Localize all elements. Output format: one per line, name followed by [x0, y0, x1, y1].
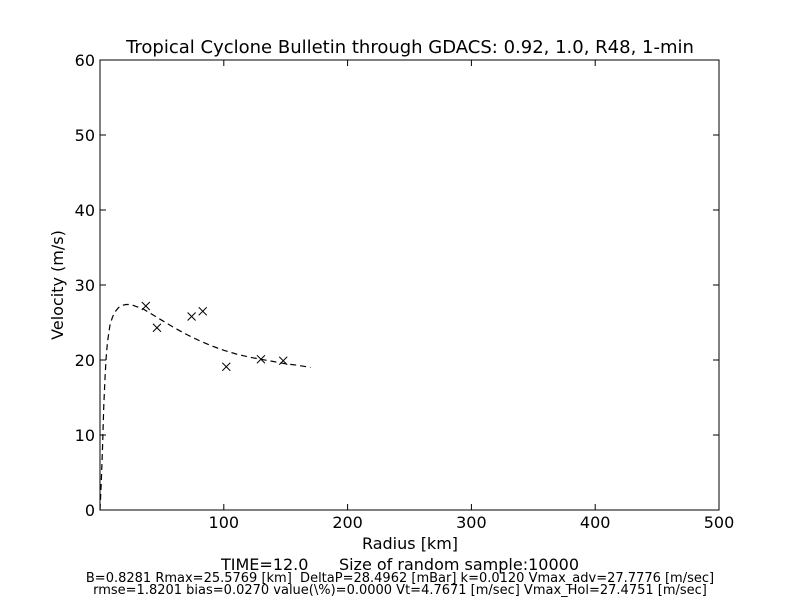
x-axis-label: Radius [km] — [362, 534, 458, 553]
y-tick-label: 10 — [75, 426, 95, 445]
observation-point — [256, 354, 266, 364]
x-tick-label: 300 — [456, 513, 487, 532]
chart-title: Tropical Cyclone Bulletin through GDACS:… — [125, 37, 694, 58]
y-tick-label: 40 — [75, 201, 95, 220]
x-tick-label: 200 — [332, 513, 363, 532]
observation-point — [198, 306, 208, 316]
footer-line-3: rmse=1.8201 bias=0.0270 value(\%)=0.0000… — [93, 583, 707, 598]
x-tick-label: 500 — [704, 513, 735, 532]
y-axis-label: Velocity (m/s) — [48, 230, 67, 340]
y-tick-label: 60 — [75, 51, 95, 70]
footer-line-2: B=0.8281 Rmax=25.5769 [km] DeltaP=28.496… — [86, 571, 714, 586]
y-tick-label: 20 — [75, 351, 95, 370]
y-tick-label: 30 — [75, 276, 95, 295]
observation-point — [152, 323, 162, 333]
observation-point — [187, 312, 196, 321]
x-tick-label: 400 — [580, 513, 611, 532]
observation-point — [221, 362, 231, 372]
observation-point — [141, 301, 151, 311]
y-tick-label: 50 — [75, 126, 95, 145]
axis-tick-labels: 100 200 300 400 500 0 10 20 30 40 50 60 — [75, 51, 735, 532]
plot-frame — [99, 59, 720, 511]
y-tick-label: 0 — [85, 501, 95, 520]
x-tick-label: 100 — [209, 513, 240, 532]
observation-point — [278, 356, 288, 366]
footer-line-1: TIME=12.0 Size of random sample:10000 — [220, 555, 579, 574]
data-series — [99, 301, 311, 511]
